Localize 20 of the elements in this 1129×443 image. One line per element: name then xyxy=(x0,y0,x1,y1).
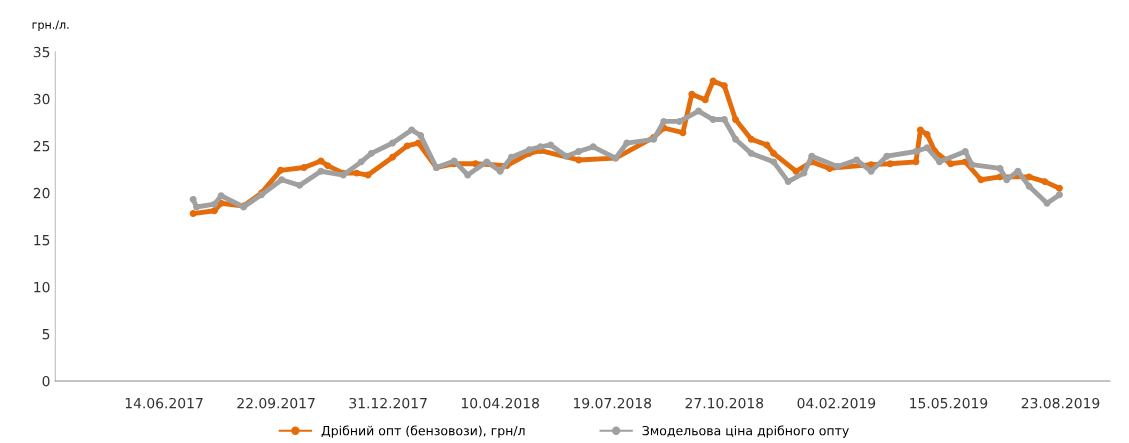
y-axis-title: грн./л. xyxy=(32,20,69,32)
legend-label: Дрібний опт (бензовози), грн/л xyxy=(321,425,525,438)
y-tick-label: 10 xyxy=(34,281,50,293)
y-tick-label: 25 xyxy=(33,140,50,152)
x-tick-label: 15.05.2019 xyxy=(910,397,988,409)
y-tick-label: 30 xyxy=(33,93,50,105)
x-tick-label: 10.04.2018 xyxy=(461,397,540,409)
x-tick-label: 14.06.2017 xyxy=(125,397,203,409)
x-tick-label: 23.08.2019 xyxy=(1021,397,1100,409)
x-tick-label: 22.09.2017 xyxy=(237,397,315,409)
y-tick-label: 20 xyxy=(33,187,50,199)
legend-label: Змодельова ціна дрібного опту xyxy=(642,425,849,438)
y-tick-label: 15 xyxy=(34,235,50,246)
x-tick-label: 31.12.2017 xyxy=(349,397,427,409)
y-tick-label: 5 xyxy=(42,329,50,340)
y-tick-label: 35 xyxy=(33,46,50,58)
x-tick-label: 04.02.2019 xyxy=(797,397,876,409)
x-tick-label: 19.07.2018 xyxy=(574,397,652,409)
x-tick-label: 27.10.2018 xyxy=(685,397,764,409)
y-tick-label: 0 xyxy=(42,375,50,387)
